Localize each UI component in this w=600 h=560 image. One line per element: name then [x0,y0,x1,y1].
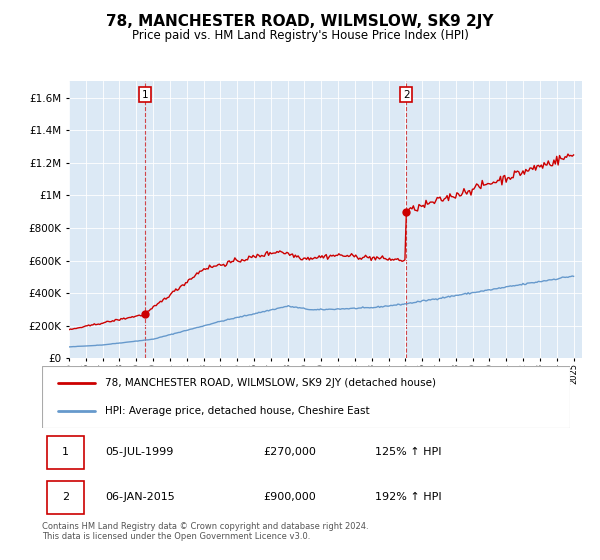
Text: 192% ↑ HPI: 192% ↑ HPI [374,492,441,502]
Text: 78, MANCHESTER ROAD, WILMSLOW, SK9 2JY: 78, MANCHESTER ROAD, WILMSLOW, SK9 2JY [106,14,494,29]
Text: 125% ↑ HPI: 125% ↑ HPI [374,447,441,457]
Text: 05-JUL-1999: 05-JUL-1999 [106,447,174,457]
Text: 1: 1 [62,447,69,457]
FancyBboxPatch shape [47,436,84,469]
FancyBboxPatch shape [42,366,570,428]
Text: Contains HM Land Registry data © Crown copyright and database right 2024.
This d: Contains HM Land Registry data © Crown c… [42,522,368,542]
Text: Price paid vs. HM Land Registry's House Price Index (HPI): Price paid vs. HM Land Registry's House … [131,29,469,42]
Text: £900,000: £900,000 [264,492,317,502]
Text: 2: 2 [403,90,410,100]
Text: £270,000: £270,000 [264,447,317,457]
Text: 1: 1 [142,90,148,100]
Text: 78, MANCHESTER ROAD, WILMSLOW, SK9 2JY (detached house): 78, MANCHESTER ROAD, WILMSLOW, SK9 2JY (… [106,378,436,388]
Text: 06-JAN-2015: 06-JAN-2015 [106,492,175,502]
FancyBboxPatch shape [47,480,84,514]
Text: HPI: Average price, detached house, Cheshire East: HPI: Average price, detached house, Ches… [106,406,370,416]
Text: 2: 2 [62,492,70,502]
